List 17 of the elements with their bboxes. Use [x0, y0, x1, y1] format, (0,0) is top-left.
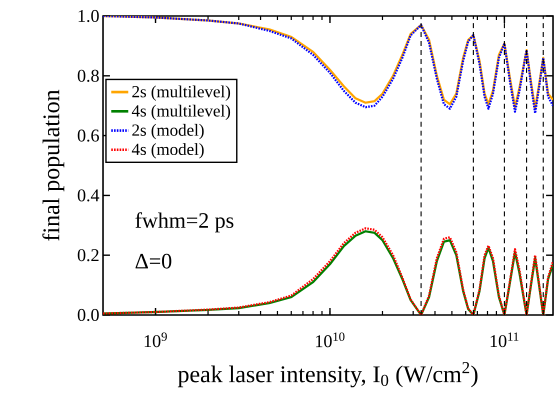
- annotation: fwhm=2 ps: [135, 212, 234, 232]
- x-tick-label: 10$^{11}$: [490, 332, 518, 348]
- y-tick-label: 0.6: [78, 130, 99, 142]
- legend-label: 2s (model): [132, 124, 204, 140]
- x-tick-label: 10$^{10}$: [316, 332, 344, 348]
- y-tick-label: 0.2: [78, 249, 99, 262]
- y-tick-label: 0.4: [78, 189, 100, 202]
- y-tick-label: 0.8: [78, 70, 99, 82]
- x-tick-label: 10$^{9}$: [144, 332, 167, 348]
- legend-label: 2s (multilevel): [132, 85, 230, 101]
- annotation: Δ=0: [136, 254, 172, 269]
- x-axis-title: peak laser intensity, I$_{0}$ (W/cm$^{2}$): [178, 362, 478, 388]
- y-axis-title: final population: [42, 90, 64, 241]
- y-tick-label: 0.0: [78, 308, 99, 322]
- legend-label: 4s (model): [132, 143, 204, 158]
- legend-label: 4s (multilevel): [132, 104, 230, 120]
- y-tick-label: 1.0: [78, 10, 99, 22]
